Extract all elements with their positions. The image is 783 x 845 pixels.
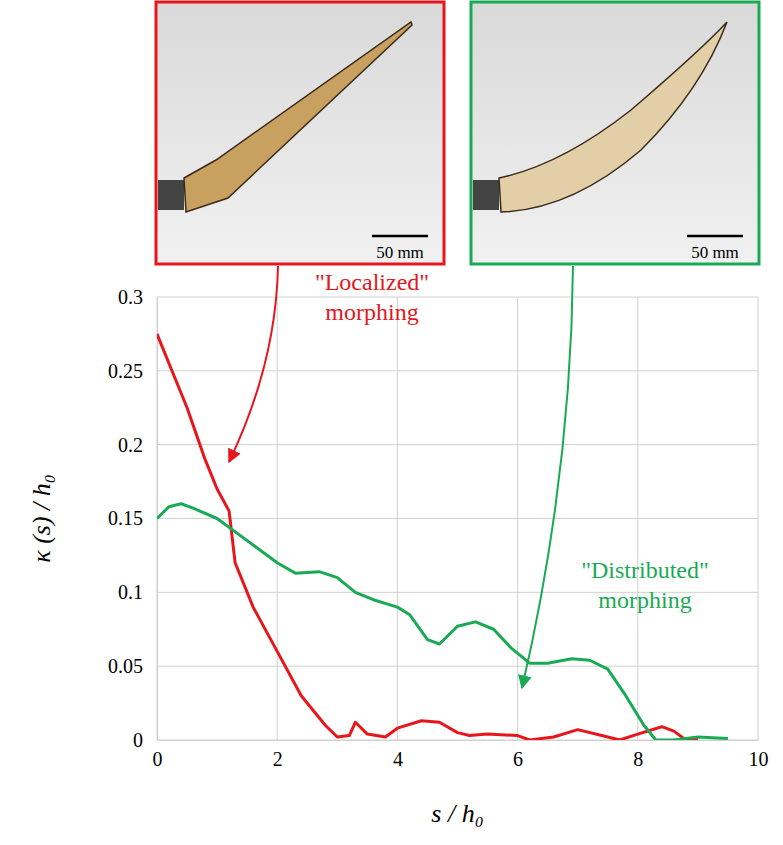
grid-line xyxy=(157,370,758,371)
grid-line xyxy=(157,666,758,667)
annotation-arrow xyxy=(229,266,278,462)
tick-label: 2 xyxy=(273,748,283,770)
annotation-line: morphing xyxy=(325,299,418,325)
tick-label: 0.15 xyxy=(108,507,143,529)
photo-frame xyxy=(471,2,759,264)
tick: 0.2 xyxy=(118,434,157,456)
clamp xyxy=(473,180,499,210)
tick-label: 10 xyxy=(749,748,769,770)
tick: 0.3 xyxy=(118,286,157,308)
photo-panel: 50 mm xyxy=(471,2,759,264)
curve xyxy=(157,504,728,740)
photo-frame xyxy=(156,2,444,264)
annotation-line: morphing xyxy=(598,587,691,613)
tick: 0 xyxy=(133,729,157,751)
tick: 0.15 xyxy=(108,507,157,529)
tick: 10 xyxy=(749,740,769,770)
tick: 6 xyxy=(513,740,523,770)
tick: 0.1 xyxy=(118,581,157,603)
lines xyxy=(157,334,728,740)
x-axis: 0 2 4 6 8 10 xyxy=(153,740,769,770)
grid-line xyxy=(758,297,759,740)
tick: 8 xyxy=(633,740,643,770)
y-axis: 0 0.05 0.1 0.15 0.2 0.25 0.3 xyxy=(108,286,158,751)
scale-bar-label: 50 mm xyxy=(691,243,739,262)
grid-line xyxy=(277,297,278,740)
beam-sketch xyxy=(499,22,727,212)
tick: 0.05 xyxy=(108,655,157,677)
grid-line xyxy=(517,297,518,740)
tick: 0 xyxy=(153,740,163,770)
grid-line xyxy=(397,297,398,740)
tick-label: 0.2 xyxy=(118,434,143,456)
axis-line xyxy=(158,740,759,741)
tick-label: 0.3 xyxy=(118,286,143,308)
grid-line xyxy=(157,297,758,298)
y-axis-title: κ (s) / h₀ xyxy=(27,474,56,563)
grid-line xyxy=(157,444,758,445)
tick: 2 xyxy=(273,740,283,770)
photo-panel: 50 mm xyxy=(156,2,444,264)
annotation-arrow xyxy=(522,266,573,688)
annotation: "Distributed" morphing xyxy=(581,557,709,613)
grid xyxy=(157,297,758,740)
scale-bar-label: 50 mm xyxy=(376,243,424,262)
tick: 4 xyxy=(393,740,403,770)
tick-label: 4 xyxy=(393,748,403,770)
chart: 50 mm 50 mm 0 2 4 6 8 10 0 0.05 0.1 0.15 0.2 0.25 0.3 s… xyxy=(0,0,783,845)
tick-label: 8 xyxy=(633,748,643,770)
tick-label: 0.05 xyxy=(108,655,143,677)
annotation: "Localized" morphing xyxy=(315,269,429,325)
curve xyxy=(157,334,698,740)
scale-bar xyxy=(372,235,428,238)
annotation-line: "Distributed" xyxy=(581,557,709,583)
scale-bar xyxy=(687,235,743,238)
tick: 0.25 xyxy=(108,360,157,382)
tick-label: 6 xyxy=(513,748,523,770)
beam-sketch xyxy=(184,22,412,212)
annotation-line: "Localized" xyxy=(315,269,429,295)
grid-line xyxy=(157,518,758,519)
grid-line xyxy=(637,297,638,740)
tick-label: 0.25 xyxy=(108,360,143,382)
x-axis-title: s / h₀ xyxy=(431,799,483,828)
clamp xyxy=(158,180,184,210)
tick-label: 0 xyxy=(153,748,163,770)
tick-label: 0 xyxy=(133,729,143,751)
tick-label: 0.1 xyxy=(118,581,143,603)
